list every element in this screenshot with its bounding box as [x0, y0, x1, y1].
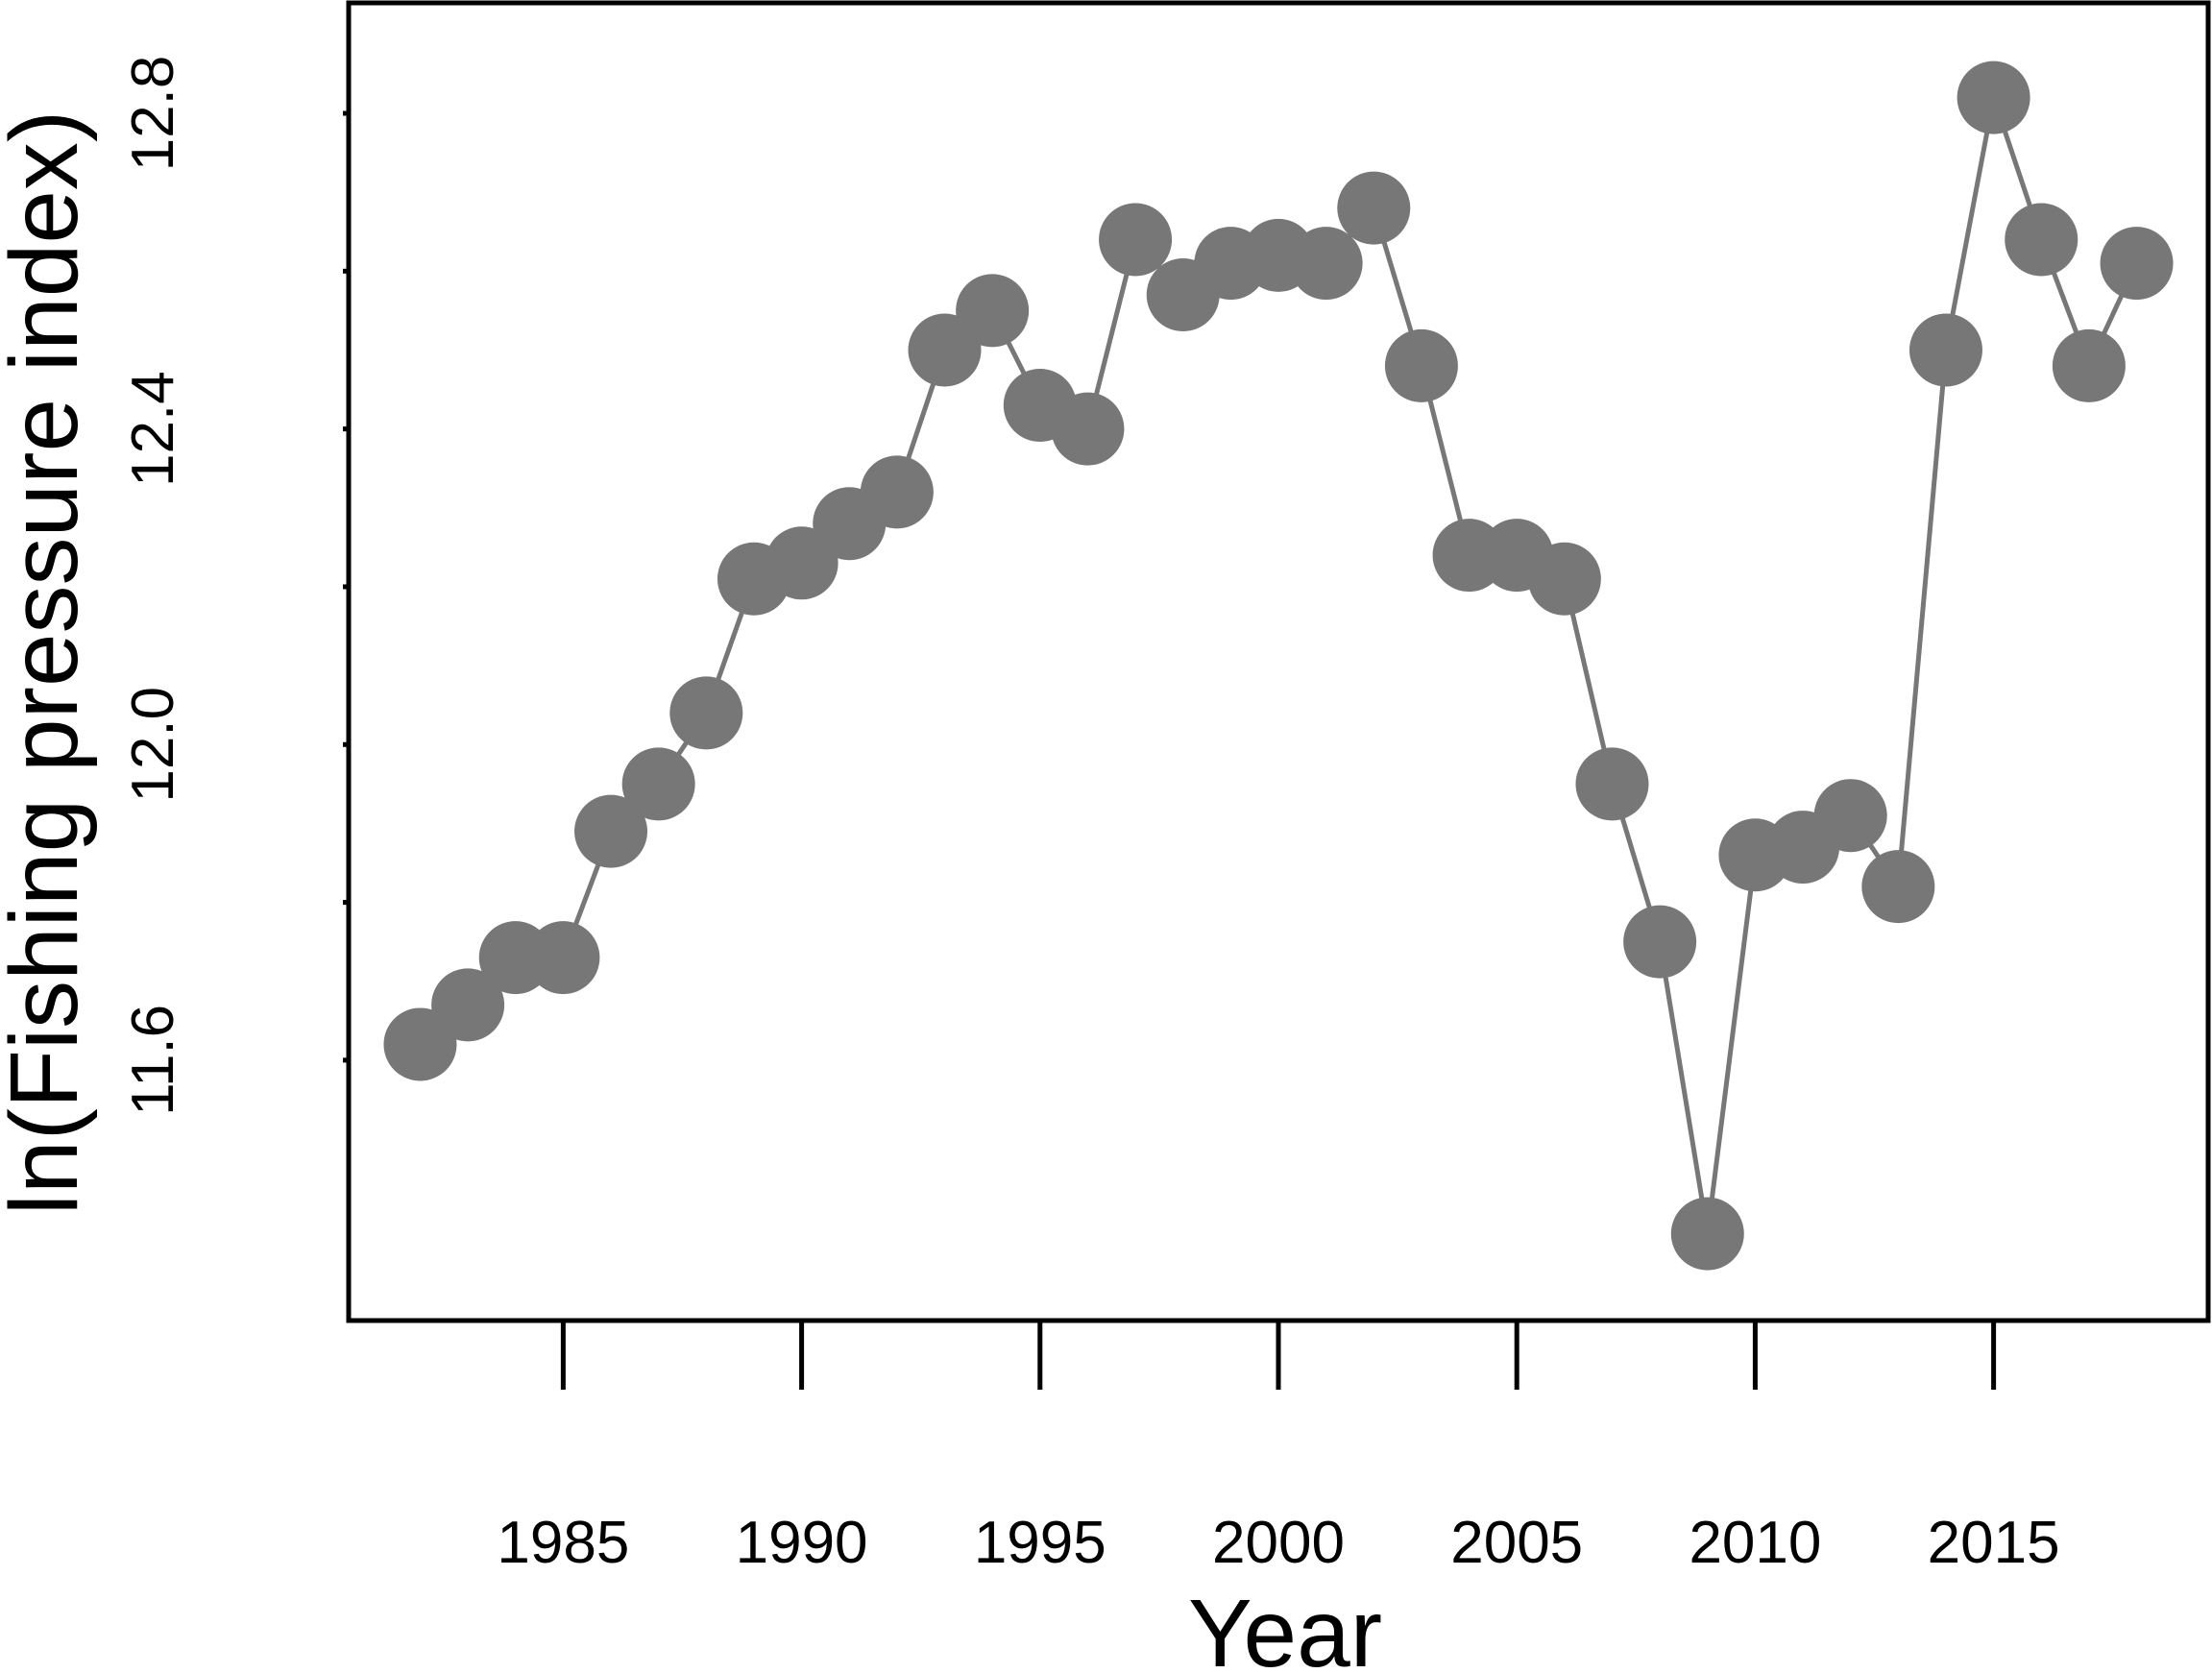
plot-frame: [346, 0, 2211, 1323]
data-point: [860, 455, 934, 529]
x-axis-title: Year: [1188, 1580, 1382, 1673]
data-point: [1337, 171, 1411, 245]
y-tick-label: 12.8: [120, 56, 186, 172]
data-point: [1099, 203, 1173, 277]
y-axis: 11.6 12.0 12.4 12.8: [120, 56, 349, 1116]
data-point: [669, 676, 743, 750]
data-point: [1623, 905, 1697, 979]
data-point: [574, 794, 648, 868]
x-tick-label: 2000: [1212, 1510, 1345, 1576]
data-point: [1051, 392, 1125, 466]
x-tick-label: 1995: [974, 1510, 1106, 1576]
data-point: [956, 274, 1030, 348]
x-axis: 1985 1990 1995 2000 2005 2010 2015: [497, 1321, 2060, 1576]
data-point: [1813, 779, 1887, 853]
data-point: [1861, 850, 1935, 924]
data-points: [383, 61, 2174, 1271]
data-point: [1527, 542, 1601, 616]
x-tick-label: 2015: [1928, 1510, 2060, 1576]
x-tick-label: 1990: [736, 1510, 868, 1576]
data-point: [2005, 203, 2078, 277]
data-point: [1289, 227, 1363, 301]
data-point: [2052, 328, 2126, 402]
data-point: [1670, 1197, 1744, 1271]
data-point: [1957, 61, 2030, 134]
y-tick-label: 12.0: [120, 687, 186, 803]
data-point: [431, 968, 505, 1042]
x-tick-label: 2010: [1689, 1510, 1821, 1576]
data-point: [1575, 747, 1649, 821]
data-point: [1908, 313, 1982, 387]
data-point: [621, 747, 695, 821]
x-tick-label: 1985: [497, 1510, 629, 1576]
y-tick-label: 12.4: [120, 371, 186, 487]
x-tick-label: 2005: [1450, 1510, 1583, 1576]
data-point: [2100, 227, 2174, 301]
y-axis-title: ln(Fishing pressure index): [0, 110, 98, 1216]
data-point: [1384, 328, 1458, 402]
y-tick-label: 11.6: [120, 1005, 186, 1116]
data-point: [526, 921, 600, 995]
